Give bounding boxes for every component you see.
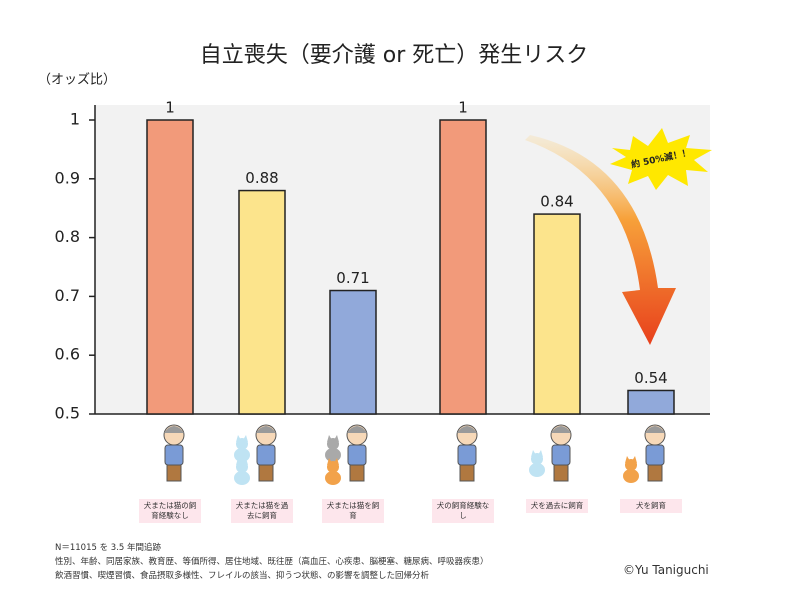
arrow-shape	[525, 135, 676, 345]
pet-ear	[625, 456, 630, 463]
pet-icon	[529, 450, 545, 477]
legs	[647, 464, 663, 482]
y-tick-label: 0.8	[55, 227, 80, 246]
hair	[551, 426, 571, 433]
pet-ear	[243, 435, 248, 442]
bar	[329, 289, 377, 415]
category-label: 犬を飼育	[620, 499, 682, 513]
pet-ear	[334, 458, 339, 465]
category-label: 犬を過去に飼育	[526, 499, 588, 513]
pet-ear	[334, 435, 339, 442]
body	[645, 444, 665, 466]
body	[347, 444, 367, 466]
footnote: 飲酒習慣、喫煙習慣、食品摂取多様性、フレイルの該当、抑うつ状態、の影響を調整した…	[55, 571, 430, 581]
person-icon	[346, 424, 368, 482]
hair	[347, 426, 367, 433]
pet-head	[236, 461, 248, 473]
y-tick-label: 0.6	[55, 345, 80, 364]
pet-icon	[325, 435, 341, 462]
legs	[349, 464, 365, 482]
pet-icon	[234, 458, 250, 485]
pet-ear	[236, 435, 241, 442]
category-label: 犬の飼育経験なし	[432, 499, 494, 523]
pet-icon	[234, 435, 250, 462]
bar	[627, 389, 675, 415]
footnote: N＝11015 を 3.5 年間追跡	[55, 543, 162, 553]
value-label: 1	[458, 99, 468, 117]
footnote: 性別、年齢、同居家族、教育歴、等価所得、居住地域、既往歴（高血圧、心疾患、脳梗塞…	[55, 557, 489, 567]
body	[256, 444, 276, 466]
pet-ear	[243, 458, 248, 465]
pet-icon	[623, 456, 639, 483]
hair	[457, 426, 477, 433]
body	[164, 444, 184, 466]
pet-ear	[236, 458, 241, 465]
arrow	[525, 135, 676, 345]
body	[457, 444, 477, 466]
y-axis-label: （オッズ比）	[38, 72, 116, 88]
chart-title: 自立喪失（要介護 or 死亡）発生リスク	[200, 43, 589, 68]
category-label: 犬または猫を過去に飼育	[231, 499, 293, 523]
legs	[459, 464, 475, 482]
pet-ear	[531, 450, 536, 457]
pet-head	[327, 438, 339, 450]
plot-background	[95, 105, 710, 414]
pet-body	[325, 471, 341, 485]
value-label: 0.71	[336, 269, 369, 287]
person-icon	[550, 424, 572, 482]
category-label: 犬または猫の飼育経験なし	[139, 499, 201, 523]
legs	[166, 464, 182, 482]
pet-head	[236, 438, 248, 450]
pet-body	[234, 471, 250, 485]
pet-icon	[325, 458, 341, 485]
y-tick-label: 1	[70, 110, 80, 129]
person-icon	[255, 424, 277, 482]
pet-body	[234, 448, 250, 462]
pet-ear	[327, 435, 332, 442]
bar	[238, 189, 286, 415]
hair	[256, 426, 276, 433]
person-icon	[644, 424, 666, 482]
value-label: 1	[165, 99, 175, 117]
pet-head	[327, 461, 339, 473]
value-label: 0.54	[634, 369, 667, 387]
pet-ear	[538, 450, 543, 457]
pet-ear	[632, 456, 637, 463]
pet-head	[531, 453, 543, 465]
pet-body	[623, 469, 639, 483]
starburst	[610, 128, 712, 190]
value-label: 0.88	[245, 169, 278, 187]
legs	[258, 464, 274, 482]
bar	[533, 213, 581, 415]
y-tick-label: 0.5	[55, 404, 80, 423]
value-label: 0.84	[540, 193, 573, 211]
pet-head	[625, 459, 637, 471]
y-tick-label: 0.9	[55, 168, 80, 187]
pet-body	[325, 448, 341, 462]
bar	[439, 119, 487, 415]
hair	[645, 426, 665, 433]
legs	[553, 464, 569, 482]
category-label: 犬または猫を飼育	[322, 499, 384, 523]
y-tick-label: 0.7	[55, 286, 80, 305]
pet-ear	[327, 458, 332, 465]
person-icon	[456, 424, 478, 482]
bar	[146, 119, 194, 415]
body	[551, 444, 571, 466]
pet-body	[529, 463, 545, 477]
credit: ©Yu Taniguchi	[623, 563, 709, 577]
person-icon	[163, 424, 185, 482]
hair	[164, 426, 184, 433]
